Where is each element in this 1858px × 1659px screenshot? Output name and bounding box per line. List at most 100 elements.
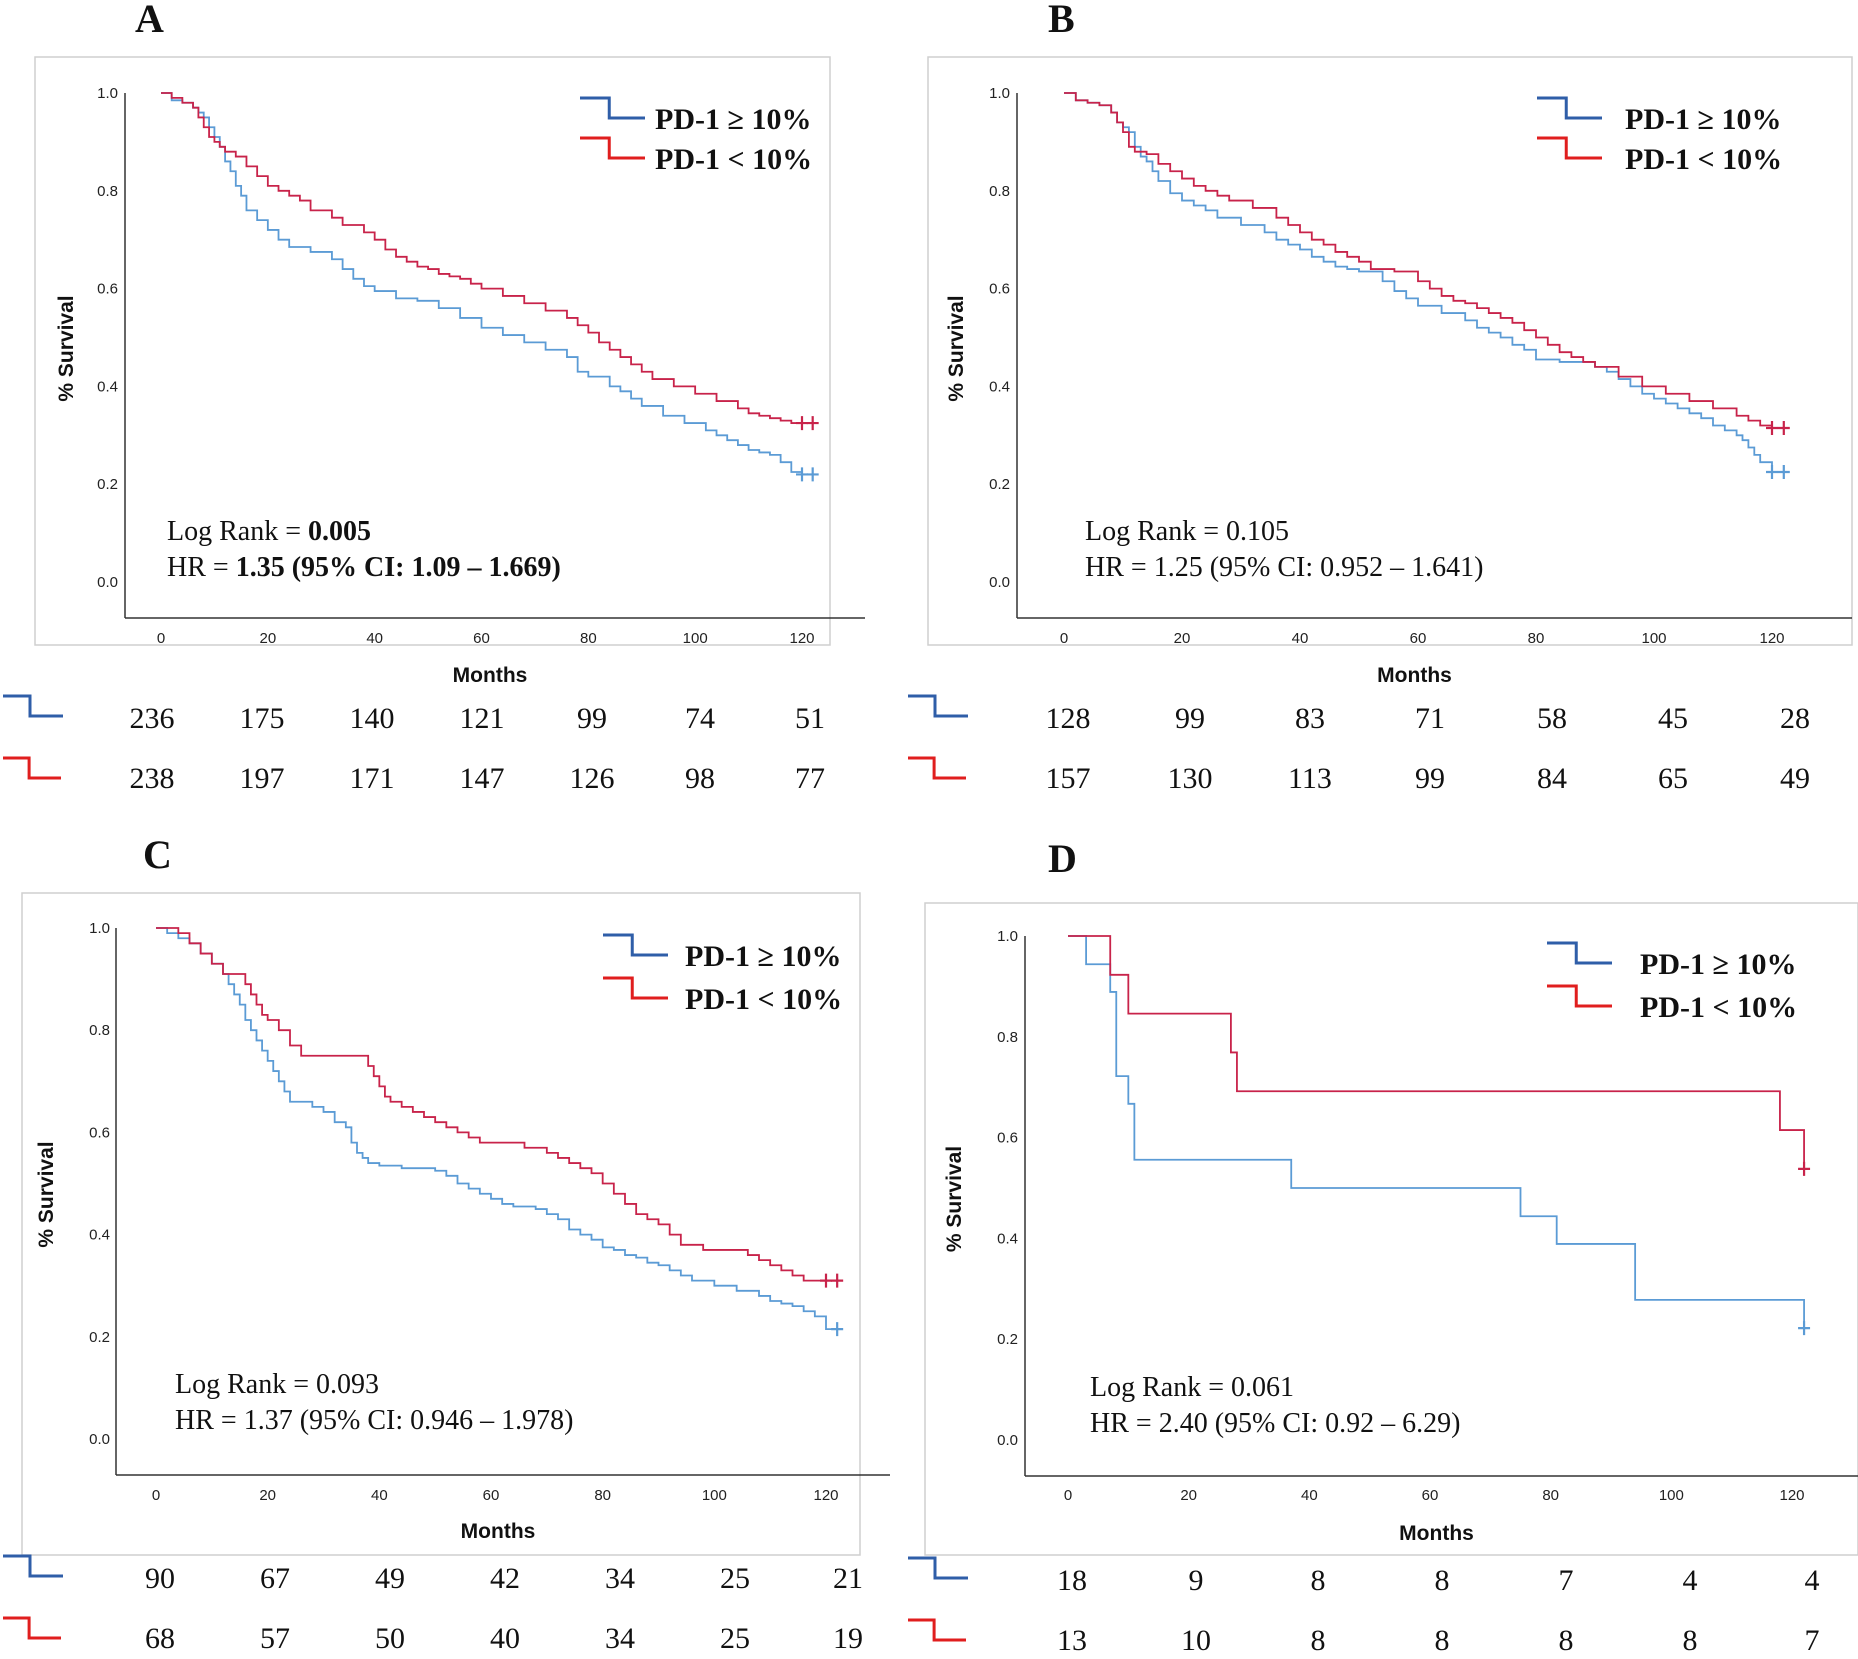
panel-a-risk-high-count: 140 bbox=[350, 702, 395, 735]
panel-d-risk-low-count: 7 bbox=[1805, 1624, 1820, 1654]
panel-d-x-tick: 20 bbox=[1180, 1487, 1197, 1504]
panel-d-x-tick: 100 bbox=[1659, 1487, 1684, 1504]
panel-a-censor-mark bbox=[806, 416, 819, 431]
panel-d-x-tick: 40 bbox=[1301, 1487, 1318, 1504]
panel-c-y-tick: 0.0 bbox=[89, 1431, 110, 1448]
panel-b-log-rank: Log Rank = 0.105 bbox=[1085, 516, 1289, 547]
panel-c-risk-low-count: 40 bbox=[490, 1622, 520, 1654]
panel-d-risk-high-count: 4 bbox=[1805, 1564, 1820, 1597]
panel-d-risk-high-count: 4 bbox=[1683, 1564, 1698, 1597]
panel-b-censor-mark bbox=[1777, 464, 1790, 479]
panel-c-x-tick: 100 bbox=[702, 1487, 727, 1504]
panel-c-risk-high-count: 25 bbox=[720, 1562, 750, 1595]
panel-b-risk-high-count: 45 bbox=[1658, 702, 1688, 735]
panel-c-x-tick: 80 bbox=[594, 1487, 611, 1504]
panel-a-risk-high-count: 236 bbox=[130, 702, 175, 735]
panel-b-legend-low-icon bbox=[1537, 136, 1602, 160]
panel-b-y-label: % Survival bbox=[945, 295, 968, 401]
panel-d-legend-low: PD-1 < 10% bbox=[1640, 991, 1797, 1024]
panel-d-risk-high-count: 8 bbox=[1435, 1564, 1450, 1597]
panel-d-hazard-ratio: HR = 2.40 (95% CI: 0.92 – 6.29) bbox=[1090, 1408, 1460, 1439]
panel-a-hazard-ratio: HR = 1.35 (95% CI: 1.09 – 1.669) bbox=[167, 552, 561, 583]
panel-c-title: C bbox=[143, 832, 172, 877]
panel-a-x-tick: 100 bbox=[683, 630, 708, 647]
panel-a-x-tick: 60 bbox=[473, 630, 490, 647]
panel-c-risk-high-count: 67 bbox=[260, 1562, 290, 1595]
panel-d-curve-low bbox=[1068, 935, 1805, 1169]
panel-a-y-label: % Survival bbox=[55, 295, 78, 401]
panel-c-risk-high-count: 34 bbox=[605, 1562, 635, 1595]
panel-d-risk-high-count: 7 bbox=[1559, 1564, 1574, 1597]
panel-d-risk-low-count: 8 bbox=[1683, 1624, 1698, 1654]
panel-b-risk-low-count: 157 bbox=[1046, 762, 1091, 795]
panel-b-censor-mark bbox=[1766, 464, 1778, 479]
panel-d-risk-low-count: 13 bbox=[1057, 1624, 1087, 1654]
panel-a-risk-low-icon bbox=[3, 756, 61, 780]
panel-a-x-tick: 0 bbox=[157, 630, 165, 647]
panel-c-legend-high-icon bbox=[603, 933, 668, 957]
panel-d-x-label: Months bbox=[1399, 1522, 1474, 1545]
panel-b-risk-high-count: 71 bbox=[1415, 702, 1445, 735]
panel-a-x-tick: 20 bbox=[259, 630, 276, 647]
panel-a-x-label: Months bbox=[453, 664, 528, 687]
panel-c-risk-low-count: 50 bbox=[375, 1622, 405, 1654]
panel-d-risk-high-count: 18 bbox=[1057, 1564, 1087, 1597]
panel-c-risk-low-count: 34 bbox=[605, 1622, 635, 1654]
panel-a-y-tick: 0.8 bbox=[97, 183, 118, 200]
panel-c-hazard-ratio: HR = 1.37 (95% CI: 0.946 – 1.978) bbox=[175, 1405, 573, 1436]
panel-c-censor-mark bbox=[831, 1322, 844, 1337]
panel-b-y-tick: 0.8 bbox=[989, 183, 1010, 200]
panel-b-risk-high-count: 28 bbox=[1780, 702, 1810, 735]
panel-b-x-label: Months bbox=[1377, 664, 1452, 687]
panel-a-x-tick: 120 bbox=[789, 630, 814, 647]
panel-a-risk-high-count: 74 bbox=[685, 702, 715, 735]
panel-b-y-tick: 0.2 bbox=[989, 476, 1010, 493]
panel-a-censor-mark bbox=[796, 416, 808, 431]
panel-d-risk-high-count: 9 bbox=[1189, 1564, 1204, 1597]
panel-a-risk-low-count: 197 bbox=[240, 762, 285, 795]
panel-b-x-tick: 0 bbox=[1060, 630, 1068, 647]
panel-c-censor-mark bbox=[820, 1273, 832, 1288]
panel-b-legend-high: PD-1 ≥ 10% bbox=[1625, 103, 1781, 136]
panel-a-risk-low-count: 238 bbox=[130, 762, 175, 795]
panel-d-censor-mark bbox=[1798, 1321, 1811, 1336]
panel-d-y-tick: 0.8 bbox=[997, 1029, 1018, 1046]
panel-c-legend-low: PD-1 < 10% bbox=[685, 983, 842, 1016]
panel-a-x-tick: 80 bbox=[580, 630, 597, 647]
panel-d-y-tick: 1.0 bbox=[997, 928, 1018, 945]
panel-d-risk-low-icon bbox=[908, 1618, 966, 1642]
panel-b-y-tick: 0.6 bbox=[989, 281, 1010, 298]
panel-a-censor-mark bbox=[796, 467, 808, 482]
panel-c-y-label: % Survival bbox=[35, 1141, 58, 1247]
panel-c-risk-high-count: 42 bbox=[490, 1562, 520, 1595]
panel-d-x-tick: 120 bbox=[1779, 1487, 1804, 1504]
panel-b-risk-high-icon bbox=[908, 694, 968, 718]
panel-b-risk-low-count: 84 bbox=[1537, 762, 1567, 795]
panel-a-legend-high: PD-1 ≥ 10% bbox=[655, 103, 811, 136]
panel-d-x-tick: 0 bbox=[1064, 1487, 1072, 1504]
panel-d-risk-low-count: 10 bbox=[1181, 1624, 1211, 1654]
panel-c-x-label: Months bbox=[461, 1520, 536, 1543]
panel-d-legend-high: PD-1 ≥ 10% bbox=[1640, 948, 1796, 981]
panel-a-curve-low bbox=[161, 92, 813, 424]
panel-d-risk-low-count: 8 bbox=[1311, 1624, 1326, 1654]
panel-b-risk-low-icon bbox=[908, 756, 966, 780]
panel-b-x-tick: 60 bbox=[1410, 630, 1427, 647]
panel-c-y-tick: 0.2 bbox=[89, 1329, 110, 1346]
panel-d-y-tick: 0.0 bbox=[997, 1432, 1018, 1449]
panel-d-risk-low-count: 8 bbox=[1435, 1624, 1450, 1654]
panel-d-risk-high-icon bbox=[908, 1556, 968, 1580]
panel-c-risk-high-count: 90 bbox=[145, 1562, 175, 1595]
panel-b-legend-low: PD-1 < 10% bbox=[1625, 143, 1782, 176]
panel-b-curve-low bbox=[1064, 92, 1784, 429]
panel-d-y-tick: 0.6 bbox=[997, 1130, 1018, 1147]
panel-b-x-tick: 100 bbox=[1641, 630, 1666, 647]
panel-c-risk-low-count: 57 bbox=[260, 1622, 290, 1654]
panel-b-title: B bbox=[1048, 0, 1075, 41]
panel-b-x-tick: 20 bbox=[1174, 630, 1191, 647]
panel-c-risk-high-icon bbox=[3, 1554, 63, 1578]
panel-c-y-tick: 1.0 bbox=[89, 920, 110, 937]
panel-c-risk-low-count: 68 bbox=[145, 1622, 175, 1654]
panel-b-y-tick: 0.4 bbox=[989, 378, 1010, 395]
